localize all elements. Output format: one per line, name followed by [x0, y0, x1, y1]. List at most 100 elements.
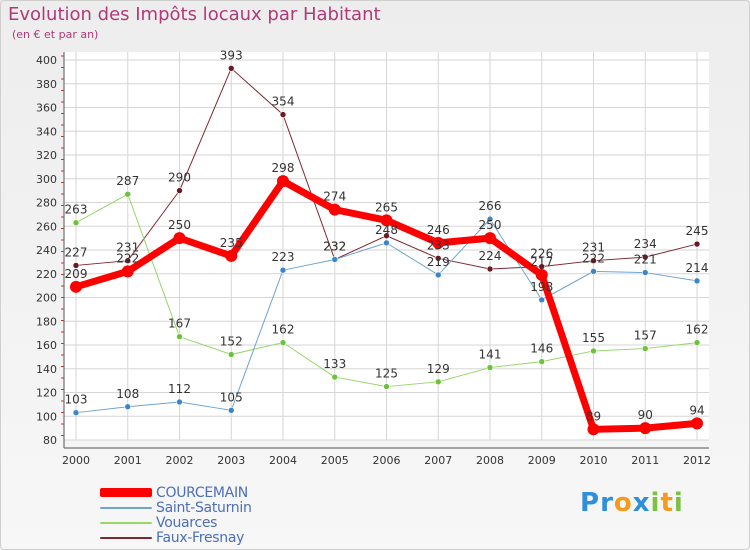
x-tick-label: 2006 — [373, 454, 401, 467]
x-tick-label: 2005 — [321, 454, 349, 467]
y-tick-label: 120 — [36, 387, 57, 400]
data-label: 90 — [638, 408, 653, 422]
legend-swatch — [100, 506, 152, 509]
legend-label: Faux-Fresnay — [156, 529, 245, 546]
y-tick-label: 260 — [36, 220, 57, 233]
proxiti-logo: Proxiti — [580, 488, 684, 518]
data-point — [72, 219, 80, 226]
data-label: 221 — [634, 253, 657, 267]
y-tick-label: 400 — [36, 54, 57, 67]
data-label: 231 — [116, 241, 139, 255]
data-label: 162 — [686, 323, 709, 337]
data-label: 245 — [686, 224, 709, 238]
data-point — [486, 364, 494, 371]
data-label: 167 — [168, 317, 191, 331]
data-label: 129 — [427, 362, 450, 376]
x-tick-label: 2010 — [580, 454, 608, 467]
chart-legend: COURCEMAIN Saint-Saturnin Vouarces Faux-Fre… — [100, 484, 252, 546]
legend-item: COURCEMAIN — [100, 484, 252, 501]
data-label: 248 — [375, 223, 398, 237]
data-point — [641, 345, 649, 352]
logo-letter: t — [660, 488, 674, 518]
data-point — [173, 232, 186, 245]
legend-swatch — [100, 536, 152, 539]
data-point — [277, 175, 289, 188]
x-tick-label: 2007 — [424, 454, 452, 467]
data-label: 274 — [323, 190, 346, 204]
data-label: 232 — [323, 240, 346, 254]
legend-swatch — [100, 488, 152, 497]
data-label: 222 — [116, 251, 139, 265]
y-tick-label: 240 — [36, 244, 57, 257]
data-point — [538, 296, 546, 304]
logo-letter: x — [632, 488, 651, 518]
data-point — [383, 383, 390, 390]
x-tick-label: 2004 — [269, 454, 297, 467]
data-point — [486, 215, 494, 223]
x-tick-label: 2009 — [528, 454, 556, 467]
data-point — [693, 240, 701, 248]
legend-label: COURCEMAIN — [156, 484, 248, 501]
data-label: 152 — [220, 335, 243, 349]
data-label: 290 — [168, 171, 191, 185]
data-point — [590, 268, 597, 275]
logo-letter: r — [600, 488, 614, 518]
data-point — [383, 232, 390, 240]
data-label: 298 — [272, 161, 295, 175]
logo-letter: i — [673, 488, 684, 518]
x-tick-label: 2001 — [114, 454, 142, 467]
y-tick-label: 80 — [43, 434, 57, 447]
data-label: 235 — [220, 236, 243, 250]
data-point — [176, 398, 183, 406]
data-point — [639, 422, 652, 435]
chart-title: Evolution des Impôts locaux par Habitant — [8, 4, 381, 25]
legend-item: Saint-Saturnin — [100, 500, 252, 516]
data-label: 198 — [530, 280, 553, 294]
data-point — [380, 214, 393, 227]
data-label: 141 — [479, 348, 502, 362]
data-label: 214 — [686, 261, 709, 275]
x-tick-label: 2011 — [631, 454, 659, 467]
y-tick-label: 360 — [36, 102, 57, 115]
x-tick-label: 2008 — [476, 454, 504, 467]
data-label: 232 — [323, 240, 346, 254]
data-label: 287 — [116, 174, 139, 188]
data-label: 125 — [375, 367, 398, 381]
data-point — [121, 265, 134, 278]
data-point — [72, 409, 80, 416]
y-tick-label: 380 — [36, 78, 57, 91]
y-tick-label: 140 — [36, 363, 57, 376]
y-tick-label: 220 — [36, 268, 57, 281]
data-label: 219 — [427, 255, 450, 269]
data-label: 354 — [272, 95, 295, 109]
data-label: 217 — [530, 255, 553, 269]
data-label: 157 — [634, 329, 657, 343]
data-point — [434, 378, 442, 386]
data-point — [72, 262, 80, 269]
data-point — [227, 407, 235, 414]
data-point — [641, 269, 649, 276]
legend-label: Vouarces — [156, 514, 218, 531]
data-point — [176, 187, 183, 194]
data-label: 146 — [530, 342, 553, 356]
data-point — [641, 253, 649, 261]
data-label: 133 — [323, 357, 346, 371]
data-label: 226 — [530, 247, 553, 261]
data-point — [279, 111, 287, 118]
x-tick-label: 2003 — [217, 454, 245, 467]
data-point — [538, 358, 546, 365]
data-point — [693, 277, 701, 285]
data-label: 155 — [582, 331, 605, 345]
data-point — [434, 271, 442, 279]
y-tick-label: 200 — [36, 292, 57, 305]
data-label: 231 — [582, 241, 605, 255]
data-label: 265 — [375, 200, 398, 214]
data-point — [691, 417, 703, 430]
data-label: 105 — [220, 390, 243, 404]
data-label: 223 — [272, 250, 295, 264]
data-label: 103 — [65, 393, 88, 407]
data-point — [484, 232, 496, 245]
data-label: 222 — [582, 251, 605, 265]
data-label: 266 — [479, 199, 502, 213]
